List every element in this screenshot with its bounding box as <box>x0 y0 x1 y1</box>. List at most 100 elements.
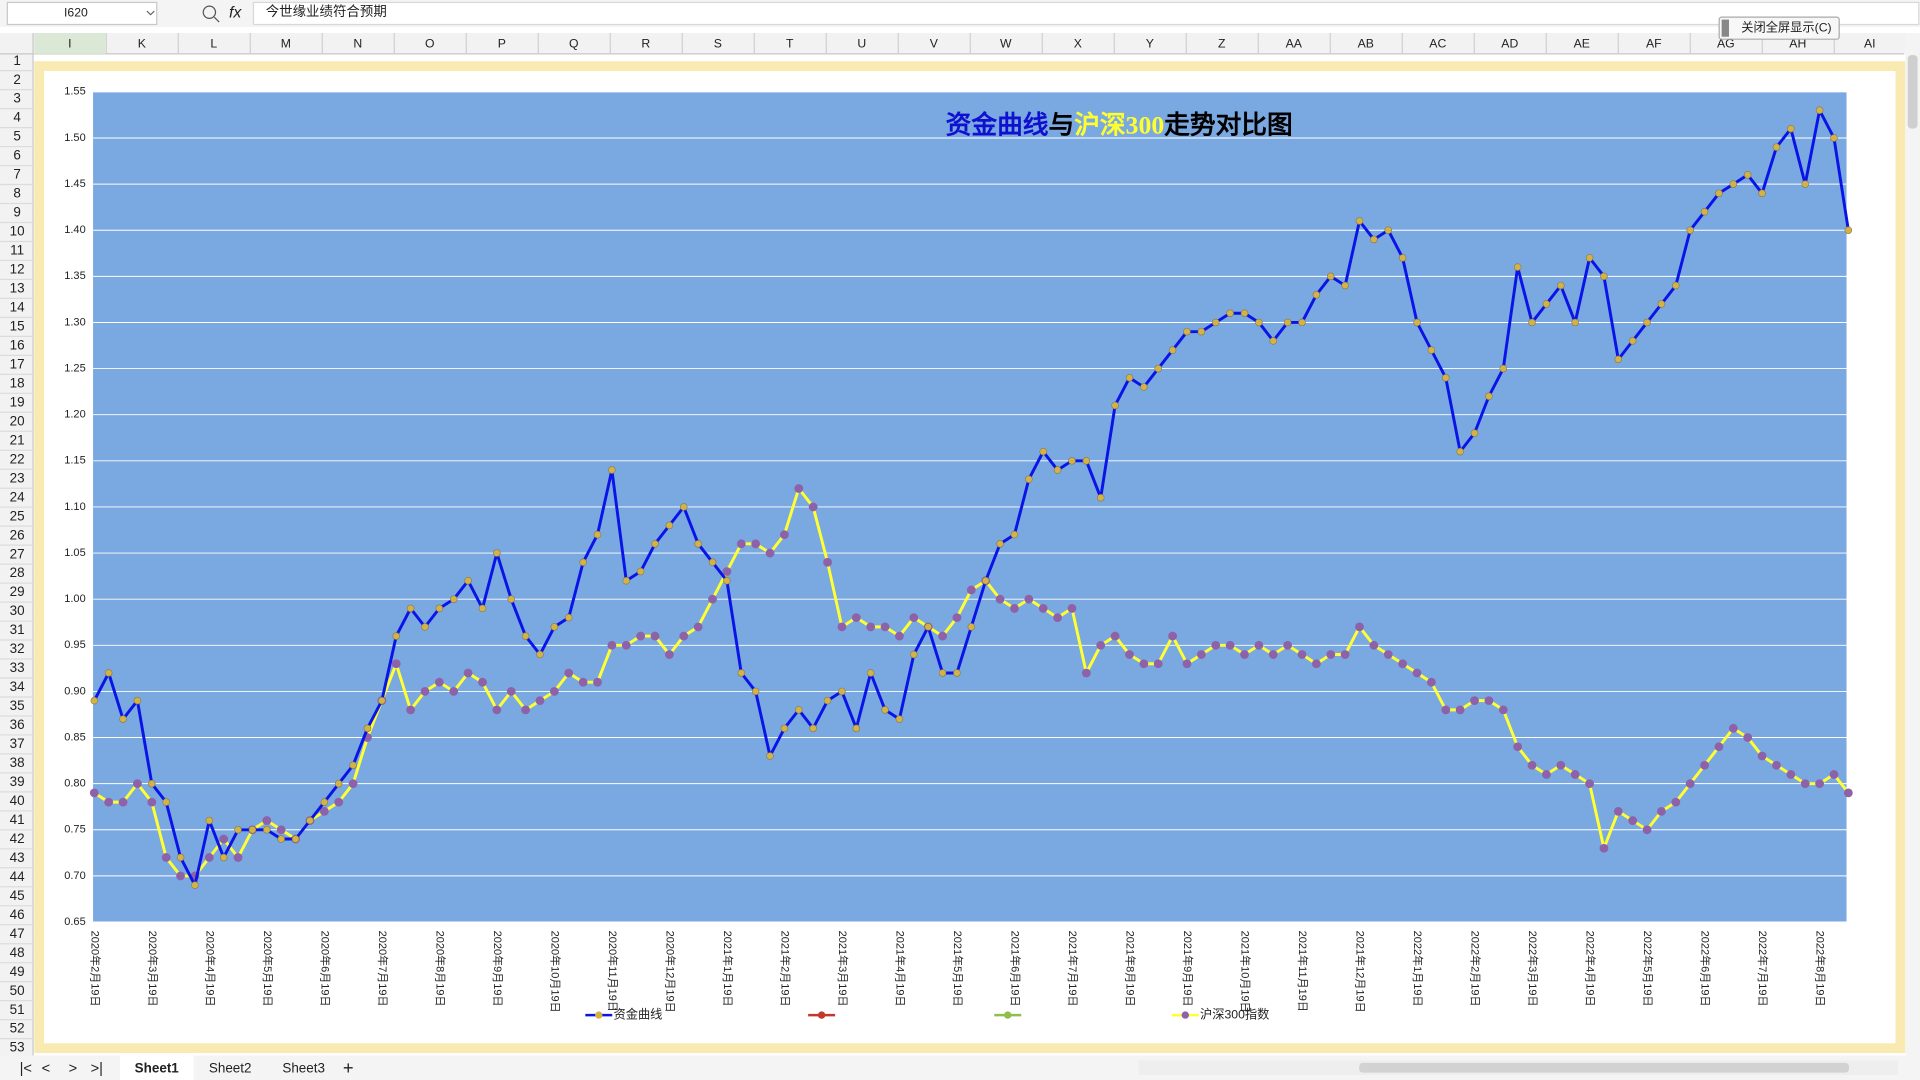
formula-text: 今世缘业绩符合预期 <box>266 4 387 19</box>
data-point <box>1427 346 1436 354</box>
y-tick-label: 0.90 <box>64 685 85 697</box>
data-point <box>636 631 646 641</box>
row-header: 8 <box>13 186 20 201</box>
y-tick-label: 1.40 <box>64 224 85 236</box>
data-point <box>1600 272 1608 281</box>
data-point <box>967 623 976 631</box>
data-point <box>966 585 976 595</box>
nav-last[interactable]: >| <box>91 1061 103 1077</box>
name-box[interactable] <box>6 1 158 26</box>
data-point <box>1413 318 1421 327</box>
row-header: 46 <box>10 907 25 922</box>
data-point <box>1269 337 1277 345</box>
add-sheet[interactable]: + <box>343 1057 354 1078</box>
dropdown-arrow <box>146 10 155 16</box>
data-point <box>751 539 761 549</box>
x-tick-label: 2022年6月19日 <box>1699 931 1713 1007</box>
row-header: 30 <box>10 603 25 618</box>
data-point <box>1441 705 1451 715</box>
data-point <box>1743 733 1753 742</box>
data-point <box>464 577 472 585</box>
row-header: 4 <box>13 110 21 125</box>
data-point <box>234 826 242 834</box>
title-part: 与 <box>1048 110 1074 139</box>
nav-prev[interactable]: < <box>42 1061 51 1077</box>
data-point <box>1585 254 1594 262</box>
data-point <box>837 622 847 632</box>
column-header: AE <box>1574 36 1590 50</box>
data-point <box>1628 337 1637 345</box>
y-tick-label: 0.65 <box>64 916 85 928</box>
y-tick-label: 1.45 <box>64 178 85 190</box>
button-label: 关闭全屏显示(C) <box>1741 19 1831 34</box>
row-header: 51 <box>10 1002 25 1017</box>
data-point <box>1800 779 1810 789</box>
row-header: 32 <box>10 641 25 656</box>
h-scroll-thumb[interactable] <box>1359 1062 1849 1073</box>
data-point <box>1585 779 1594 789</box>
data-point <box>895 715 904 723</box>
column-header: AI <box>1864 36 1876 50</box>
active-tab[interactable] <box>120 1055 194 1080</box>
row-header: 36 <box>10 717 25 732</box>
row-header: 15 <box>10 319 25 334</box>
data-point <box>1240 650 1249 659</box>
data-point <box>679 631 689 641</box>
fx-icon[interactable]: fx <box>229 5 242 22</box>
data-point <box>1355 217 1364 225</box>
data-point <box>434 677 444 687</box>
data-point <box>1024 594 1034 604</box>
scroll-thumb[interactable] <box>1907 55 1918 129</box>
column-header: P <box>498 36 506 50</box>
row-header: 14 <box>10 300 25 315</box>
nav-next[interactable]: > <box>69 1061 78 1077</box>
row-header: 24 <box>10 489 25 504</box>
formula-input[interactable] <box>252 1 1920 26</box>
row-header: 47 <box>10 926 25 941</box>
vertical-scrollbar[interactable] <box>1905 33 1920 1056</box>
data-point <box>348 779 358 789</box>
x-tick-label: 2021年12月19日 <box>1354 931 1368 1013</box>
data-point <box>1528 318 1536 327</box>
data-point <box>1312 291 1321 299</box>
data-point <box>334 779 343 788</box>
close-fullscreen-button[interactable] <box>1718 16 1840 40</box>
data-point <box>549 687 559 696</box>
data-point <box>291 835 300 843</box>
data-point <box>1772 760 1781 770</box>
column-header: AF <box>1646 36 1662 50</box>
data-point <box>521 705 531 715</box>
sheet-tab[interactable]: Sheet2 <box>209 1061 252 1076</box>
data-point <box>536 650 544 659</box>
column-header: S <box>714 36 722 50</box>
zoom-icon[interactable] <box>202 5 217 19</box>
row-header: 53 <box>10 1040 25 1055</box>
row-header: 1 <box>13 53 20 68</box>
data-point <box>1168 631 1178 641</box>
data-point <box>938 631 947 641</box>
data-point <box>1729 180 1738 188</box>
data-point <box>708 558 717 567</box>
data-point <box>636 567 645 576</box>
data-point <box>780 530 789 540</box>
x-tick-label: 2020年12月19日 <box>663 931 677 1013</box>
legend-icon <box>1004 1011 1012 1019</box>
data-point <box>866 669 875 677</box>
data-point <box>1226 309 1234 317</box>
data-point <box>1311 659 1321 669</box>
data-point <box>1844 226 1853 234</box>
data-point <box>1327 272 1335 281</box>
column-header: Z <box>1218 36 1226 50</box>
data-point <box>1255 318 1263 327</box>
data-point <box>607 640 617 650</box>
data-point <box>1398 254 1407 262</box>
data-point <box>1542 300 1551 308</box>
nav-first[interactable]: |< <box>20 1061 32 1077</box>
x-tick-label: 2020年11月19日 <box>606 931 620 1012</box>
data-point <box>1557 281 1565 290</box>
data-point <box>622 577 630 585</box>
column-header: U <box>857 36 866 50</box>
sheet-tab[interactable]: Sheet3 <box>282 1061 325 1076</box>
sheet-tab[interactable]: Sheet1 <box>135 1061 180 1076</box>
data-point <box>608 466 616 474</box>
